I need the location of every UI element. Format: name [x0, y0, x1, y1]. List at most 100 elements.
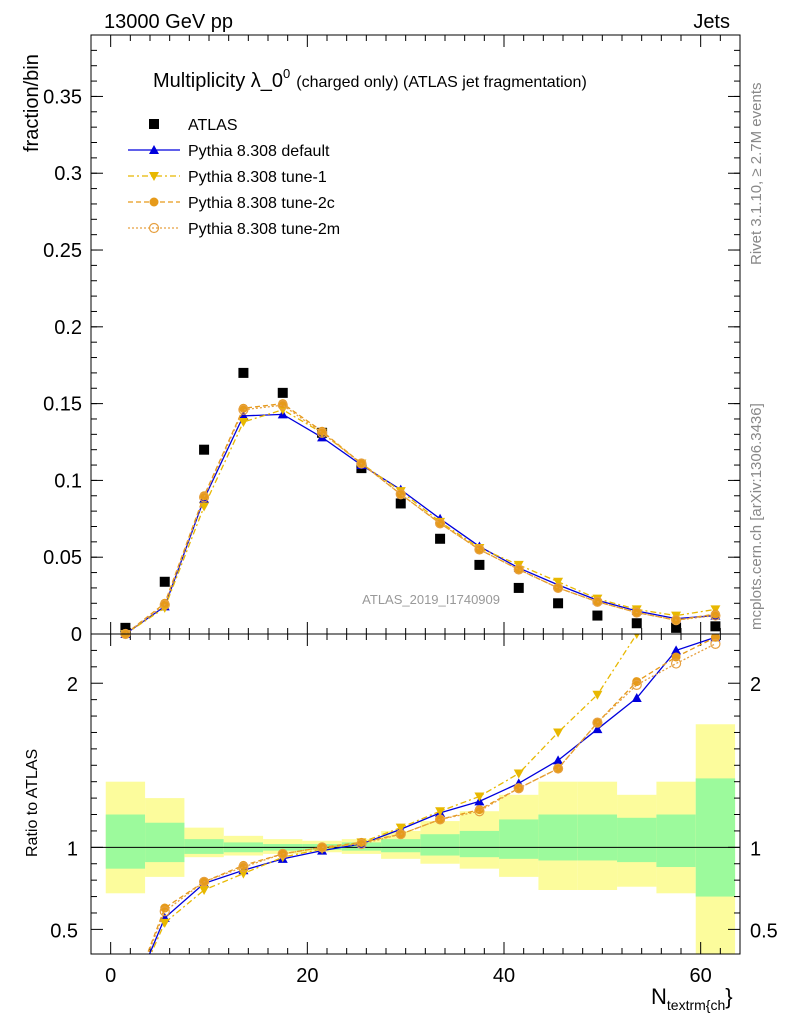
inner-band-bin — [459, 830, 500, 858]
side-label-mcplots: mcplots.cern.ch [arXiv:1306.3436] — [748, 403, 765, 630]
y-tick-label-bottom-right: 2 — [750, 674, 761, 696]
ratio-point — [395, 829, 406, 840]
inner-band-bin — [538, 814, 578, 861]
ratio-point — [316, 842, 328, 853]
y-tick-label-bottom-right: 0.5 — [750, 920, 778, 942]
series-line — [125, 409, 716, 635]
ratio-point — [159, 918, 170, 928]
ratio-point — [356, 838, 367, 850]
inner-band-bin — [617, 817, 657, 863]
y-tick-label-bottom-left: 2 — [67, 674, 78, 696]
y-tick-label-top: 0.15 — [43, 394, 82, 416]
chart-title-main: Multiplicity λ_0 — [153, 70, 283, 92]
y-tick-label-bottom-left: 0.5 — [50, 920, 78, 942]
data-point — [513, 564, 524, 575]
inner-band-bin — [420, 834, 460, 856]
ratio-point — [514, 783, 524, 793]
ratio-line — [146, 636, 716, 954]
ratio-point — [474, 792, 485, 802]
data-point — [198, 492, 210, 503]
legend-entry: Pythia 8.308 tune-2m — [128, 221, 340, 238]
data-point — [474, 559, 485, 570]
ratio-point — [592, 724, 603, 734]
ratio-point — [435, 807, 446, 817]
ratio-point — [671, 645, 682, 655]
legend-label: ATLAS — [188, 117, 238, 134]
ratio-point — [434, 814, 446, 825]
data-point — [474, 544, 485, 555]
x-tick-label: 0 — [105, 965, 116, 987]
y-tick-label-top: 0.35 — [43, 86, 82, 108]
ratio-series — [146, 634, 721, 954]
legend-marker — [148, 222, 160, 234]
ratio-point — [592, 690, 603, 700]
chart-title-superscript: 0 — [283, 66, 290, 81]
data-point — [396, 489, 406, 499]
inner-band-bin — [105, 814, 146, 869]
legend-entry: Pythia 8.308 tune-2c — [128, 195, 335, 212]
ratio-point — [435, 814, 445, 824]
data-point — [552, 582, 564, 594]
data-point — [670, 615, 682, 626]
header-right-label: Jets — [693, 11, 730, 33]
y-tick-label-top: 0.2 — [54, 317, 82, 339]
legend-marker — [149, 145, 159, 154]
ratio-point — [633, 634, 640, 639]
inner-band-bin — [184, 839, 224, 854]
legend-label: Pythia 8.308 tune-2c — [188, 195, 335, 212]
ratio-point — [238, 861, 249, 873]
ratio-point — [198, 876, 210, 887]
x-tick-label: 20 — [296, 965, 318, 987]
y-tick-label-bottom-right: 1 — [750, 838, 761, 860]
x-axis-label-close: } — [725, 984, 732, 1009]
data-point — [199, 444, 210, 455]
ratio-clipped-group — [146, 634, 721, 954]
y-tick-label-top: 0 — [71, 624, 82, 646]
x-axis-label: Ntextrm{ch} — [651, 984, 733, 1013]
ratio-series-3 — [147, 638, 721, 954]
data-point — [435, 533, 446, 544]
data-point — [553, 583, 563, 593]
ratio-uncertainty-bands — [105, 724, 736, 954]
y-tick-label-top: 0.3 — [54, 163, 82, 185]
legend-marker — [149, 197, 159, 207]
inner-band-bin — [695, 778, 736, 897]
y-tick-label-top: 0.05 — [43, 547, 82, 569]
data-point — [316, 427, 328, 438]
y-tick-label-top: 0.1 — [54, 470, 82, 492]
data-point — [395, 489, 406, 500]
data-point — [710, 610, 721, 621]
data-point — [159, 576, 170, 587]
legend-marker — [149, 119, 159, 129]
data-point — [671, 622, 682, 633]
ratio-plot-frame — [90, 633, 741, 955]
data-point — [553, 577, 564, 587]
side-label-rivet: Rivet 3.1.10, ≥ 2.7M events — [748, 83, 765, 266]
ratio-point — [513, 769, 524, 779]
data-point — [277, 400, 288, 411]
chart-title-rest: (charged only) (ATLAS jet fragmentation) — [296, 74, 587, 91]
legend-label: Pythia 8.308 default — [188, 143, 330, 160]
data-point — [238, 367, 249, 378]
data-point — [277, 387, 288, 398]
data-point — [238, 404, 249, 415]
data-point — [514, 564, 524, 574]
y-tick-label-top: 0.25 — [43, 240, 82, 262]
x-tick-label: 60 — [690, 965, 712, 987]
ratio-point — [670, 658, 682, 669]
data-point — [592, 596, 603, 607]
data-point — [513, 582, 524, 593]
data-point — [474, 545, 484, 555]
inner-band-bin — [145, 822, 185, 863]
data-point — [238, 418, 249, 428]
data-point — [120, 622, 131, 633]
header-left-label: 13000 GeV pp — [104, 11, 233, 33]
series-4 — [120, 400, 721, 640]
ratio-point — [395, 823, 406, 833]
series-line — [125, 413, 716, 635]
ratio-point — [553, 755, 564, 765]
data-point — [434, 518, 446, 529]
legend-entry: Pythia 8.308 default — [128, 143, 330, 160]
